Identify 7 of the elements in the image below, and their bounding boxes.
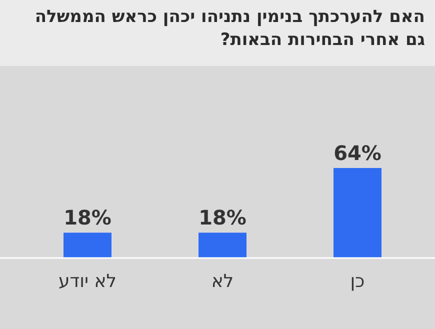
data-label: 64%: [334, 141, 382, 165]
x-tick-label: לא: [211, 271, 234, 292]
chart-title: האם להערכתך בנימין נתניהו יכהן כראש הממשלה גם אחרי הבחירות הבאות?: [34, 6, 425, 52]
x-tick-label: כן: [350, 271, 365, 292]
data-label: 18%: [64, 206, 112, 230]
data-label: 18%: [198, 206, 246, 230]
x-tick-label: לא יודע: [58, 271, 117, 292]
